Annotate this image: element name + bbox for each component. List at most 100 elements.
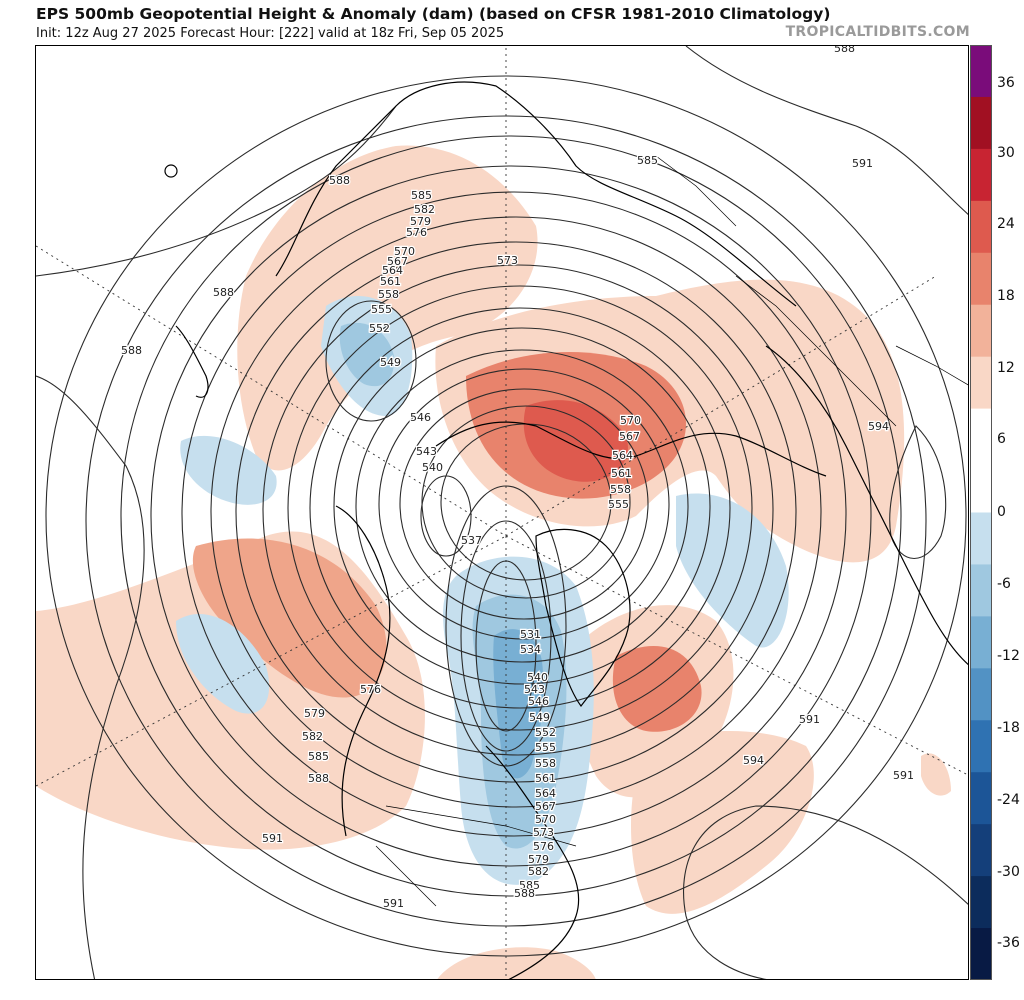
- contour-label: 531: [520, 628, 541, 641]
- height-contour: [36, 105, 397, 277]
- contour-label: 594: [743, 754, 764, 767]
- map-subtitle: Init: 12z Aug 27 2025 Forecast Hour: [22…: [36, 26, 505, 41]
- height-contour: [378, 368, 670, 640]
- coastline-greenland: [535, 528, 631, 708]
- coastline-japan: [175, 325, 209, 398]
- colorbar-swatch: [970, 252, 992, 306]
- contour-label: 585: [308, 750, 329, 763]
- latlon-lines: [36, 46, 968, 979]
- contour-label: 588: [121, 344, 142, 357]
- colorbar-swatch: [970, 96, 992, 150]
- contour-label: 594: [868, 420, 889, 433]
- contour-label: 564: [382, 264, 403, 277]
- contour-label: 561: [380, 275, 401, 288]
- contour-label: 555: [535, 741, 556, 754]
- colorbar-tick-label: -6: [997, 576, 1011, 592]
- contour-label: 558: [610, 483, 631, 496]
- contour-label: 555: [371, 303, 392, 316]
- colorbar-swatch: [970, 356, 992, 410]
- contour-label: 576: [360, 683, 381, 696]
- colorbar-swatch: [970, 876, 992, 929]
- contour-label: 588: [308, 772, 329, 785]
- colorbar-swatch: [970, 720, 992, 773]
- colorbar-swatch: [970, 512, 992, 565]
- colorbar-tick-label: 36: [997, 75, 1015, 91]
- contour-label: 564: [535, 787, 556, 800]
- colorbar-swatch: [970, 772, 992, 825]
- contour-label: 570: [535, 813, 556, 826]
- contour-label: 561: [535, 772, 556, 785]
- height-contour: [333, 327, 711, 685]
- site-credit: TROPICALTIDBITS.COM: [785, 24, 970, 40]
- height-contour: [355, 349, 689, 663]
- contour-label: 543: [524, 683, 545, 696]
- contour-label: 540: [422, 461, 443, 474]
- colorbar-swatch: [970, 148, 992, 202]
- colorbar-tick-label: 6: [997, 431, 1006, 447]
- country-border: [735, 275, 897, 427]
- contour-label: 579: [410, 215, 431, 228]
- contour-label: 585: [411, 189, 432, 202]
- contour-label: 591: [852, 157, 873, 170]
- contour-label: 558: [378, 288, 399, 301]
- colorbar-swatch: [970, 668, 992, 721]
- negative-anomaly-east-siberia-core: [339, 322, 395, 387]
- contour-label: 555: [608, 498, 629, 511]
- contour-label: 591: [262, 832, 283, 845]
- colorbar-swatch: [970, 460, 992, 513]
- colorbar-swatch: [970, 408, 992, 462]
- contour-label: 549: [380, 356, 401, 369]
- contour-label: 567: [387, 255, 408, 268]
- height-contour: [475, 560, 537, 732]
- meridian-line: [36, 245, 507, 537]
- colorbar-swatch: [970, 616, 992, 669]
- contour-label: 576: [406, 226, 427, 239]
- contour-label: 567: [619, 430, 640, 443]
- positive-anomaly-greenland-core: [612, 646, 702, 732]
- height-contour: [460, 520, 552, 752]
- contour-label: 546: [528, 695, 549, 708]
- coastline-siberia: [275, 81, 797, 307]
- contour-label: 552: [535, 726, 556, 739]
- height-contour: [262, 264, 774, 756]
- height-contour: [309, 307, 731, 709]
- contour-label: 561: [611, 467, 632, 480]
- contour-label: 558: [535, 757, 556, 770]
- country-border: [895, 345, 968, 386]
- coastline-europe: [765, 345, 968, 665]
- contour-label: 540: [527, 671, 548, 684]
- height-contour: [685, 46, 968, 215]
- colorbar-tick-label: 30: [997, 145, 1015, 161]
- height-contour: [325, 300, 417, 422]
- coastlines: [164, 81, 968, 979]
- contour-label: 534: [520, 643, 541, 656]
- height-contour: [45, 75, 967, 957]
- contour-label: 543: [416, 445, 437, 458]
- contour-label: 582: [528, 865, 549, 878]
- colorbar-tick-label: -18: [997, 720, 1020, 736]
- coastline-north-america-east: [485, 745, 580, 979]
- contour-label: 549: [529, 711, 550, 724]
- contour-label: 582: [302, 730, 323, 743]
- colorbar-swatch: [970, 824, 992, 877]
- height-contours: [36, 46, 968, 979]
- height-contour: [287, 285, 753, 731]
- colorbar-swatch: [970, 564, 992, 617]
- contour-label: 573: [497, 254, 518, 267]
- negative-anomaly-bering: [180, 435, 277, 505]
- colorbar-tick-label: -36: [997, 935, 1020, 951]
- contour-label: 585: [637, 154, 658, 167]
- coastline-island: [164, 164, 178, 178]
- positive-anomaly-east-atlantic: [921, 753, 951, 796]
- map-title: EPS 500mb Geopotential Height & Anomaly …: [36, 5, 831, 23]
- contour-label: 591: [799, 713, 820, 726]
- height-contour: [210, 216, 822, 808]
- map-panel: 588 588 588 588 585 591 585 582 579 576 573 570 567 5…: [35, 45, 969, 980]
- positive-anomaly-russia-inner: [523, 400, 628, 482]
- contour-label: 546: [410, 411, 431, 424]
- negative-anomaly-north-pacific: [176, 613, 270, 714]
- contour-label: 570: [394, 245, 415, 258]
- contour-label: 588: [213, 286, 234, 299]
